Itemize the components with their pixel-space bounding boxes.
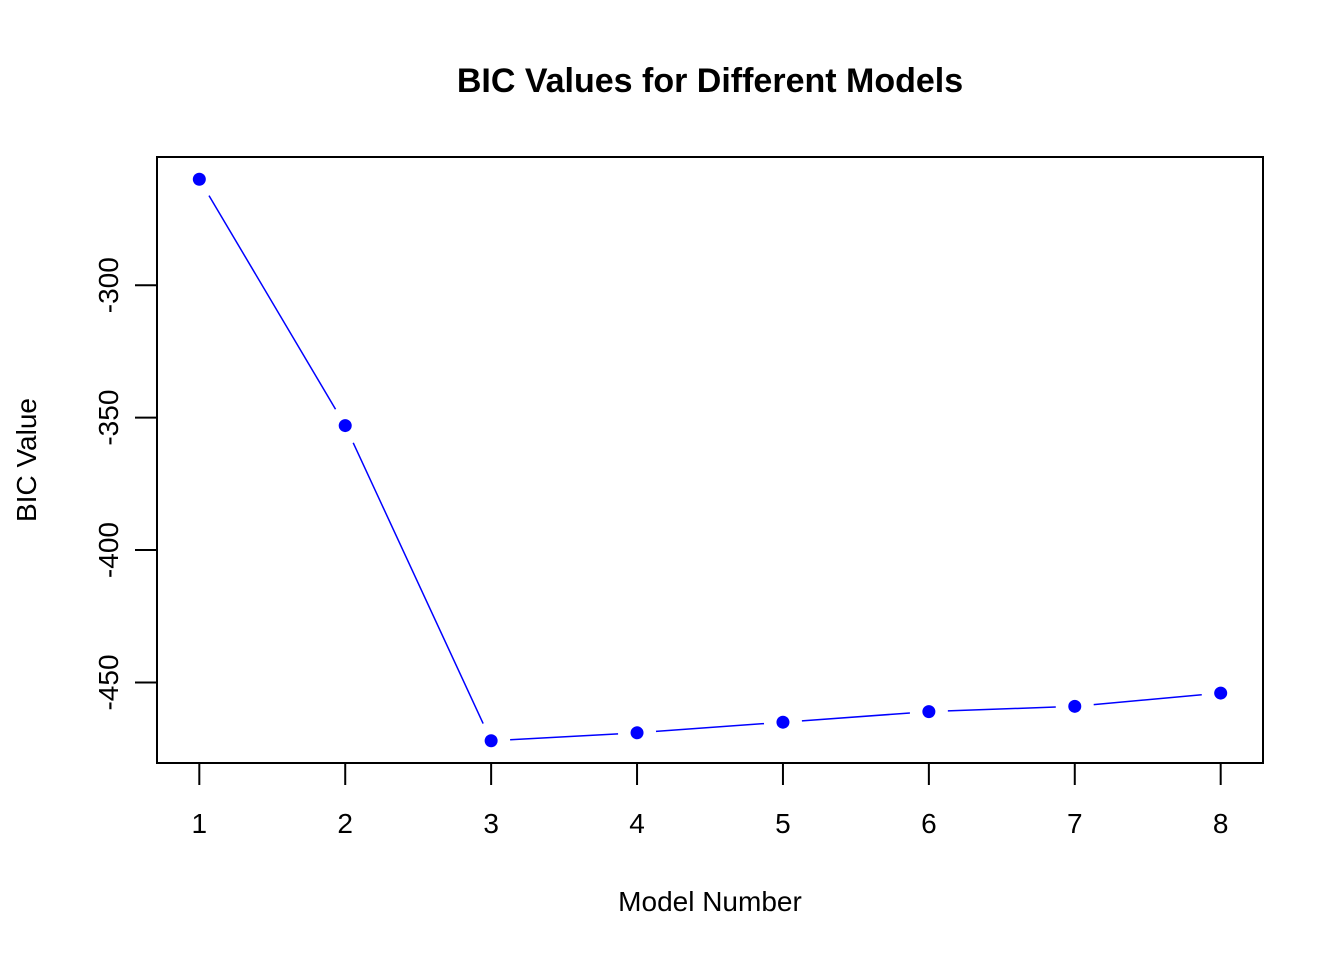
x-axis-label: Model Number [618, 886, 802, 917]
data-point [922, 705, 936, 719]
series-segment [208, 195, 337, 410]
y-tick-label: -400 [93, 522, 124, 578]
y-axis: -300 -350 -400 -450 [93, 257, 158, 711]
x-tick-label: 7 [1067, 808, 1083, 839]
y-tick-label: -300 [93, 257, 124, 313]
y-tick-label: -350 [93, 390, 124, 446]
series-segment [801, 712, 910, 722]
series-segment [947, 706, 1056, 712]
x-tick-label: 8 [1213, 808, 1229, 839]
x-tick-label: 1 [192, 808, 208, 839]
series-segment [1093, 694, 1202, 706]
x-tick-label: 3 [483, 808, 499, 839]
y-tick-label: -450 [93, 654, 124, 710]
data-point [630, 726, 644, 740]
series-segment [352, 442, 484, 724]
series-segment [510, 733, 619, 741]
x-tick-label: 5 [775, 808, 791, 839]
plot-frame [156, 156, 1264, 764]
series-line [208, 195, 1202, 741]
data-point [192, 172, 206, 186]
y-axis-label: BIC Value [11, 398, 42, 522]
x-tick-label: 4 [629, 808, 645, 839]
x-tick-label: 2 [337, 808, 353, 839]
series-segment [655, 722, 765, 733]
chart-title: BIC Values for Different Models [457, 62, 963, 100]
data-point [338, 419, 352, 433]
series-points [192, 172, 1228, 748]
x-axis: 1 2 3 4 5 6 7 8 [192, 762, 1229, 839]
data-point [776, 715, 790, 729]
data-point [484, 734, 498, 748]
data-point [1214, 686, 1228, 700]
data-point [1068, 699, 1082, 713]
x-tick-label: 6 [921, 808, 937, 839]
